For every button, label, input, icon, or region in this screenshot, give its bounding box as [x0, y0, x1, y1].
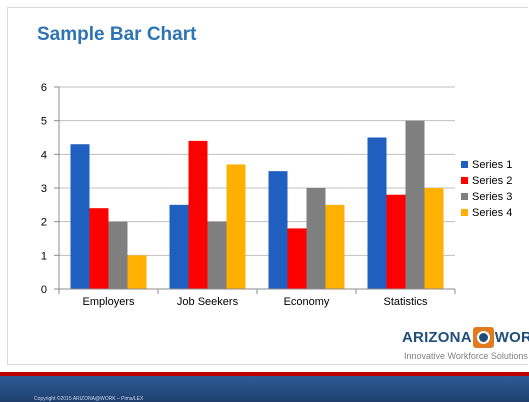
x-axis [54, 86, 456, 294]
chart-title: Sample Bar Chart [37, 24, 197, 45]
logo-word-left: ARIZONA [402, 328, 472, 346]
bar [367, 137, 387, 289]
bar [108, 221, 128, 289]
x-tick-label: Economy [284, 296, 330, 308]
legend-swatch [461, 161, 468, 168]
copyright-text: Copyright ©2015 ARIZONA@WORK – Pima/LEX [34, 396, 144, 402]
y-tick-label: 1 [41, 250, 47, 262]
legend-label: Series 3 [472, 191, 512, 203]
bars [70, 120, 444, 290]
bar [306, 188, 326, 289]
logo-tagline: Innovative Workforce Solutions [404, 351, 528, 361]
legend-label: Series 1 [472, 159, 512, 171]
y-tick-label: 6 [41, 82, 47, 94]
x-tick-label: Employers [83, 296, 135, 308]
x-tick-label: Statistics [383, 296, 428, 308]
bar [405, 120, 425, 290]
bar [268, 171, 288, 289]
y-tick-label: 4 [41, 149, 47, 161]
y-axis-labels: 0 1 2 3 4 5 6 [41, 82, 47, 296]
legend-label: Series 2 [472, 175, 512, 187]
y-tick-label: 3 [41, 183, 47, 195]
bar [207, 221, 227, 289]
legend-swatch [461, 177, 468, 184]
arizona-at-work-logo: ARIZONA WORK Innovative Workforce Soluti… [402, 325, 529, 371]
at-sign-icon [472, 326, 494, 348]
bar [127, 255, 147, 289]
legend-swatch [461, 193, 468, 200]
x-tick-label: Job Seekers [177, 296, 239, 308]
footer-blue-band [0, 376, 529, 402]
footer-red-stripe [0, 372, 529, 376]
bar [386, 194, 406, 289]
legend-label: Series 4 [472, 207, 512, 219]
bar [70, 144, 90, 289]
legend: Series 1 Series 2 Series 3 Series 4 [461, 159, 512, 219]
y-tick-label: 5 [41, 116, 47, 128]
bar [89, 208, 109, 289]
bar [424, 188, 444, 289]
x-axis-labels: Employers Job Seekers Economy Statistics [83, 296, 428, 308]
y-tick-label: 2 [41, 217, 47, 229]
bar [325, 204, 345, 289]
y-tick-label: 0 [41, 284, 47, 296]
bar [226, 164, 246, 289]
legend-swatch [461, 209, 468, 216]
bar [188, 140, 208, 289]
logo-word-right: WORK [494, 328, 529, 346]
bar [169, 204, 189, 289]
bar [287, 228, 307, 289]
slide-border [7, 7, 528, 365]
